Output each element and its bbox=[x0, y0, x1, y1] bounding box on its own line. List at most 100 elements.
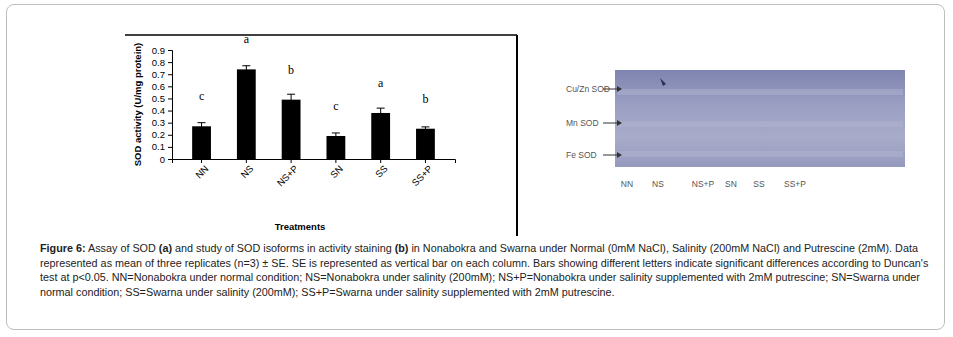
x-tick-mark bbox=[291, 159, 292, 163]
error-cap bbox=[377, 108, 385, 109]
y-tick-mark bbox=[168, 147, 172, 148]
y-tick: 0.8 bbox=[152, 57, 172, 68]
band-arrowhead bbox=[617, 120, 622, 126]
y-axis-line bbox=[168, 51, 173, 160]
y-tick: 0.5 bbox=[152, 93, 172, 104]
bar bbox=[371, 113, 390, 159]
x-tick-label: NN bbox=[193, 163, 211, 181]
gel-band bbox=[617, 121, 903, 127]
y-tick: 0.9 bbox=[152, 45, 172, 56]
x-tick-mark bbox=[425, 159, 426, 163]
lane-label: SS+P bbox=[784, 179, 806, 189]
x-tick: SS+P bbox=[409, 159, 434, 188]
y-tick: 0.4 bbox=[152, 105, 172, 116]
x-tick-label: SN bbox=[328, 163, 345, 180]
y-tick-label: 0.8 bbox=[152, 57, 165, 68]
error-bar bbox=[425, 127, 426, 131]
error-bar bbox=[246, 66, 247, 73]
bar bbox=[282, 100, 301, 159]
y-tick-label: 0.6 bbox=[152, 81, 165, 92]
error-bar bbox=[201, 123, 202, 130]
y-tick-label: 0.3 bbox=[152, 117, 165, 128]
significance-letter: b bbox=[422, 92, 428, 106]
x-tick: SS bbox=[373, 159, 390, 180]
error-cap bbox=[242, 65, 250, 66]
x-tick-label: NS+P bbox=[275, 163, 301, 189]
y-tick-label: 0.5 bbox=[152, 93, 165, 104]
caption-text: and study of SOD isoforms in activity st… bbox=[172, 242, 395, 254]
x-tick: SN bbox=[328, 159, 345, 180]
y-tick-label: 0.2 bbox=[152, 129, 165, 140]
band-arrowhead bbox=[617, 86, 622, 92]
bar bbox=[192, 126, 211, 159]
band-arrowhead bbox=[617, 152, 622, 158]
lane-label: NN bbox=[621, 179, 633, 189]
panel-border bbox=[125, 34, 517, 36]
y-tick-label: 0.7 bbox=[152, 69, 165, 80]
x-tick-mark bbox=[201, 159, 202, 163]
caption: Figure 6: Assay of SOD (a) and study of … bbox=[40, 241, 935, 299]
bar bbox=[416, 129, 435, 159]
x-tick-mark bbox=[335, 159, 336, 163]
x-tick-label: SS bbox=[373, 163, 390, 180]
error-cap bbox=[242, 73, 250, 74]
y-axis-title: SOD activity (U/mg protein) bbox=[132, 43, 143, 167]
lane-label: NS bbox=[652, 179, 664, 189]
gel-band bbox=[617, 89, 903, 95]
y-tick-mark bbox=[168, 159, 172, 160]
error-cap bbox=[377, 117, 385, 118]
y-tick: 0.2 bbox=[152, 129, 172, 140]
bar bbox=[326, 136, 345, 159]
lane-label: SS bbox=[753, 179, 765, 189]
gel-image bbox=[615, 70, 905, 167]
caption-text: Assay of SOD bbox=[86, 242, 159, 254]
y-tick-label: 0 bbox=[160, 154, 165, 165]
error-cap bbox=[421, 130, 429, 131]
y-tick: 0.1 bbox=[152, 141, 172, 152]
x-tick-mark bbox=[246, 159, 247, 163]
significance-letter: b bbox=[288, 63, 294, 77]
lane-label: NS+P bbox=[692, 179, 715, 189]
figure-svg: 0 0.10.20.30.40.50.60.70.80.9 NN NS NS+P SN SS… bbox=[0, 0, 953, 240]
error-cap bbox=[287, 94, 295, 95]
x-tick: NS+P bbox=[275, 159, 301, 188]
error-cap bbox=[421, 126, 429, 127]
error-bar bbox=[291, 94, 292, 105]
x-axis: NN NS NS+P SN SS SS+P bbox=[173, 159, 456, 188]
bar bbox=[237, 69, 256, 159]
significance-letter: c bbox=[333, 99, 338, 113]
error-bar bbox=[380, 108, 381, 118]
y-tick-mark bbox=[168, 62, 172, 63]
error-cap bbox=[332, 132, 340, 133]
x-tick-mark bbox=[380, 159, 381, 163]
significance-letter: a bbox=[244, 32, 250, 46]
error-cap bbox=[332, 139, 340, 140]
caption-text: Figure 6: bbox=[40, 242, 86, 254]
y-tick: 0 bbox=[160, 154, 172, 165]
y-tick: 0.3 bbox=[152, 117, 172, 128]
band-arrow bbox=[603, 123, 618, 124]
y-tick-mark bbox=[168, 50, 172, 51]
gel-band bbox=[617, 151, 903, 157]
error-cap bbox=[198, 122, 206, 123]
y-tick: 0.6 bbox=[152, 81, 172, 92]
plot-area bbox=[192, 66, 435, 159]
band-label: Mn SOD bbox=[566, 118, 599, 128]
panel-border bbox=[516, 35, 518, 236]
x-tick: NS bbox=[238, 159, 255, 180]
band-label: Fe SOD bbox=[566, 150, 597, 160]
y-tick-label: 0.9 bbox=[152, 45, 165, 56]
y-tick-mark bbox=[168, 123, 172, 124]
x-axis-line bbox=[173, 160, 456, 164]
y-tick-mark bbox=[168, 74, 172, 75]
caption-text: (a) bbox=[159, 242, 172, 254]
lane-label: SN bbox=[725, 179, 737, 189]
significance-letter: a bbox=[378, 76, 384, 90]
y-tick-mark bbox=[168, 135, 172, 136]
x-tick-label: SS+P bbox=[409, 163, 434, 188]
band-arrow bbox=[603, 155, 618, 156]
significance-letter: c bbox=[199, 89, 204, 103]
y-tick-label: 0.4 bbox=[152, 105, 165, 116]
y-tick-mark bbox=[168, 98, 172, 99]
band-arrow bbox=[603, 89, 618, 90]
